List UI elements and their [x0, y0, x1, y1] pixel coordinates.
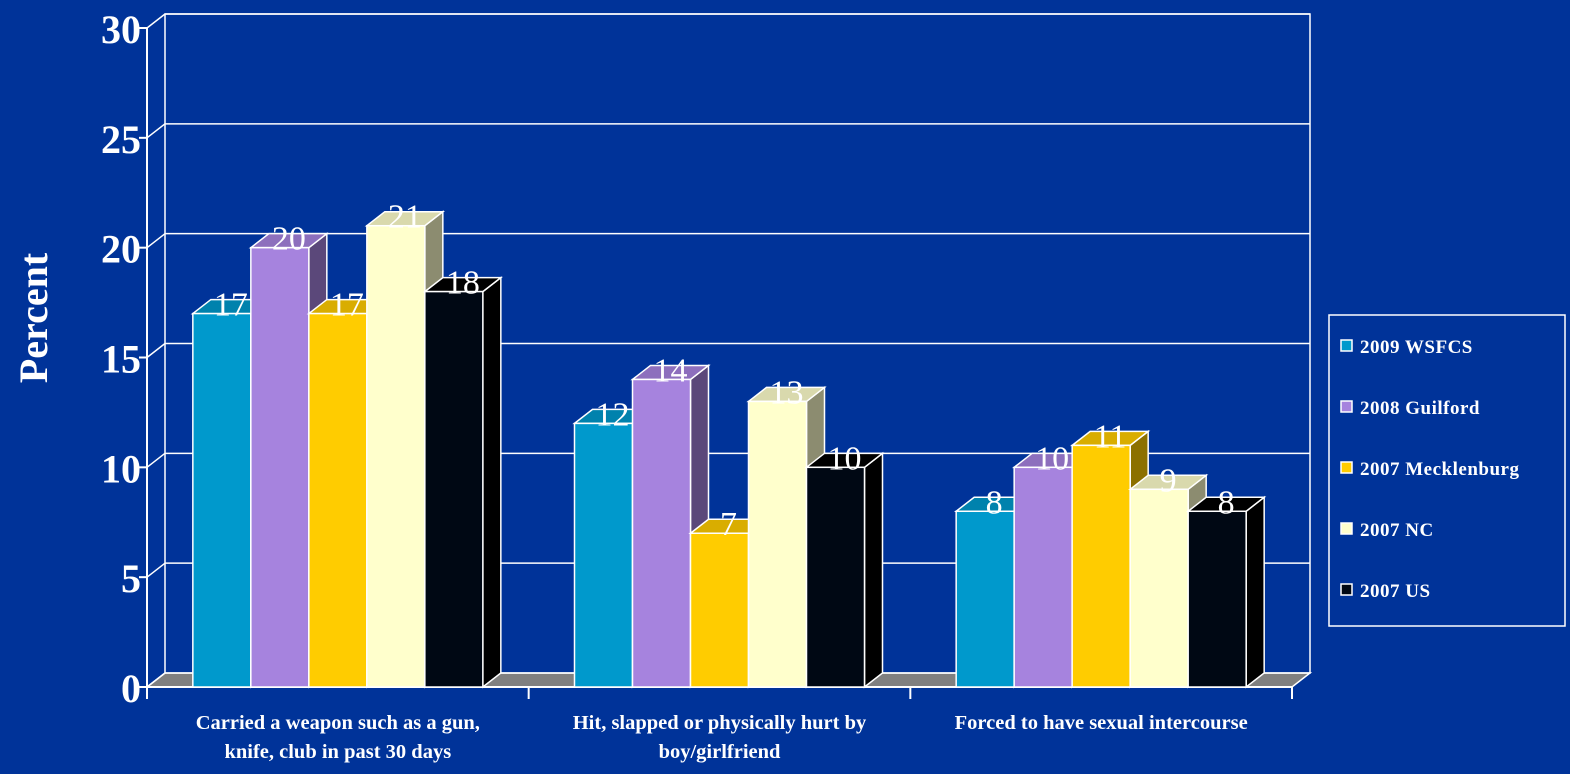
- bar-front: [308, 312, 368, 688]
- y-tick-label: 10: [101, 446, 141, 491]
- bar-front: [1013, 466, 1073, 688]
- data-label: 18: [446, 265, 480, 302]
- bar-front: [1129, 488, 1189, 688]
- bar-front: [747, 400, 808, 688]
- y-tick-label: 0: [121, 666, 141, 711]
- legend-label: 2007 US: [1360, 581, 1431, 602]
- data-labels: 17 20 17 21 18 12 14 7 13 10 8 10 11 9 8: [214, 199, 1235, 544]
- bar-front: [805, 466, 866, 688]
- legend-box: [1328, 314, 1566, 627]
- y-tick-label: 25: [101, 117, 141, 162]
- side-gridline: [146, 452, 166, 468]
- data-label: 20: [272, 221, 306, 258]
- side-gridline: [146, 233, 166, 249]
- legend: 2009 WSFCS 2008 Guilford 2007 Mecklenburg 2…: [1328, 314, 1566, 627]
- side-gridline: [146, 672, 166, 688]
- data-label: 10: [828, 440, 862, 477]
- legend-swatch: [1340, 461, 1353, 474]
- legend-swatch: [1340, 400, 1353, 413]
- bar: [746, 385, 827, 689]
- y-axis-title: Percent: [11, 252, 56, 383]
- data-label: 7: [720, 506, 737, 543]
- axes: 0 5 10 15 20 25 30 Carried a weapon such as a g…: [101, 7, 1293, 763]
- bar: [1185, 495, 1267, 689]
- bar-front: [424, 290, 484, 688]
- x-tick-label: Forced to have sexual intercourse: [955, 712, 1248, 734]
- bar-front: [631, 378, 692, 688]
- bar-front: [250, 246, 310, 688]
- data-label: 14: [654, 352, 688, 389]
- side-gridline: [146, 562, 166, 578]
- data-label: 12: [596, 396, 630, 433]
- legend-label: 2008 Guilford: [1360, 398, 1480, 419]
- bar-side: [482, 276, 502, 689]
- y-tick-label: 20: [101, 227, 141, 272]
- data-label: 10: [1035, 440, 1069, 477]
- data-label: 13: [770, 374, 804, 411]
- data-label: 21: [388, 199, 422, 236]
- data-label: 8: [986, 484, 1003, 521]
- bar-side: [863, 451, 884, 689]
- bar: [248, 232, 330, 689]
- legend-swatch: [1340, 339, 1353, 352]
- side-gridline: [146, 13, 166, 29]
- y-tick-label: 30: [101, 7, 141, 52]
- legend-swatch: [1340, 522, 1353, 535]
- bars: [190, 210, 1267, 689]
- x-tick-label: Hit, slapped or physically hurt by: [573, 712, 867, 734]
- bar-front: [689, 532, 750, 688]
- y-tick-label: 15: [101, 337, 141, 382]
- data-label: 8: [1218, 484, 1235, 521]
- legend-label: 2007 NC: [1360, 520, 1434, 541]
- bar-front: [573, 422, 634, 688]
- bar: [804, 451, 885, 689]
- legend-swatch: [1340, 583, 1353, 596]
- bar-front: [955, 510, 1015, 688]
- bar: [422, 276, 504, 689]
- legend-label: 2009 WSFCS: [1360, 337, 1473, 358]
- bar-front: [1071, 444, 1131, 688]
- y-tick-label: 5: [121, 556, 141, 601]
- bar-front: [192, 312, 252, 688]
- data-label: 9: [1160, 462, 1177, 499]
- x-tick-label: knife, club in past 30 days: [224, 741, 451, 763]
- bar-side: [1245, 495, 1265, 689]
- legend-label: 2007 Mecklenburg: [1360, 459, 1519, 480]
- data-label: 17: [330, 287, 364, 324]
- x-tick-label: Carried a weapon such as a gun,: [196, 712, 480, 734]
- side-gridline: [146, 342, 166, 359]
- side-gridline: [146, 123, 166, 139]
- bar-front: [366, 224, 426, 688]
- x-tick-label: boy/girlfriend: [659, 741, 781, 763]
- data-label: 11: [1094, 418, 1127, 455]
- data-label: 17: [214, 287, 248, 324]
- bar-front: [1187, 510, 1247, 688]
